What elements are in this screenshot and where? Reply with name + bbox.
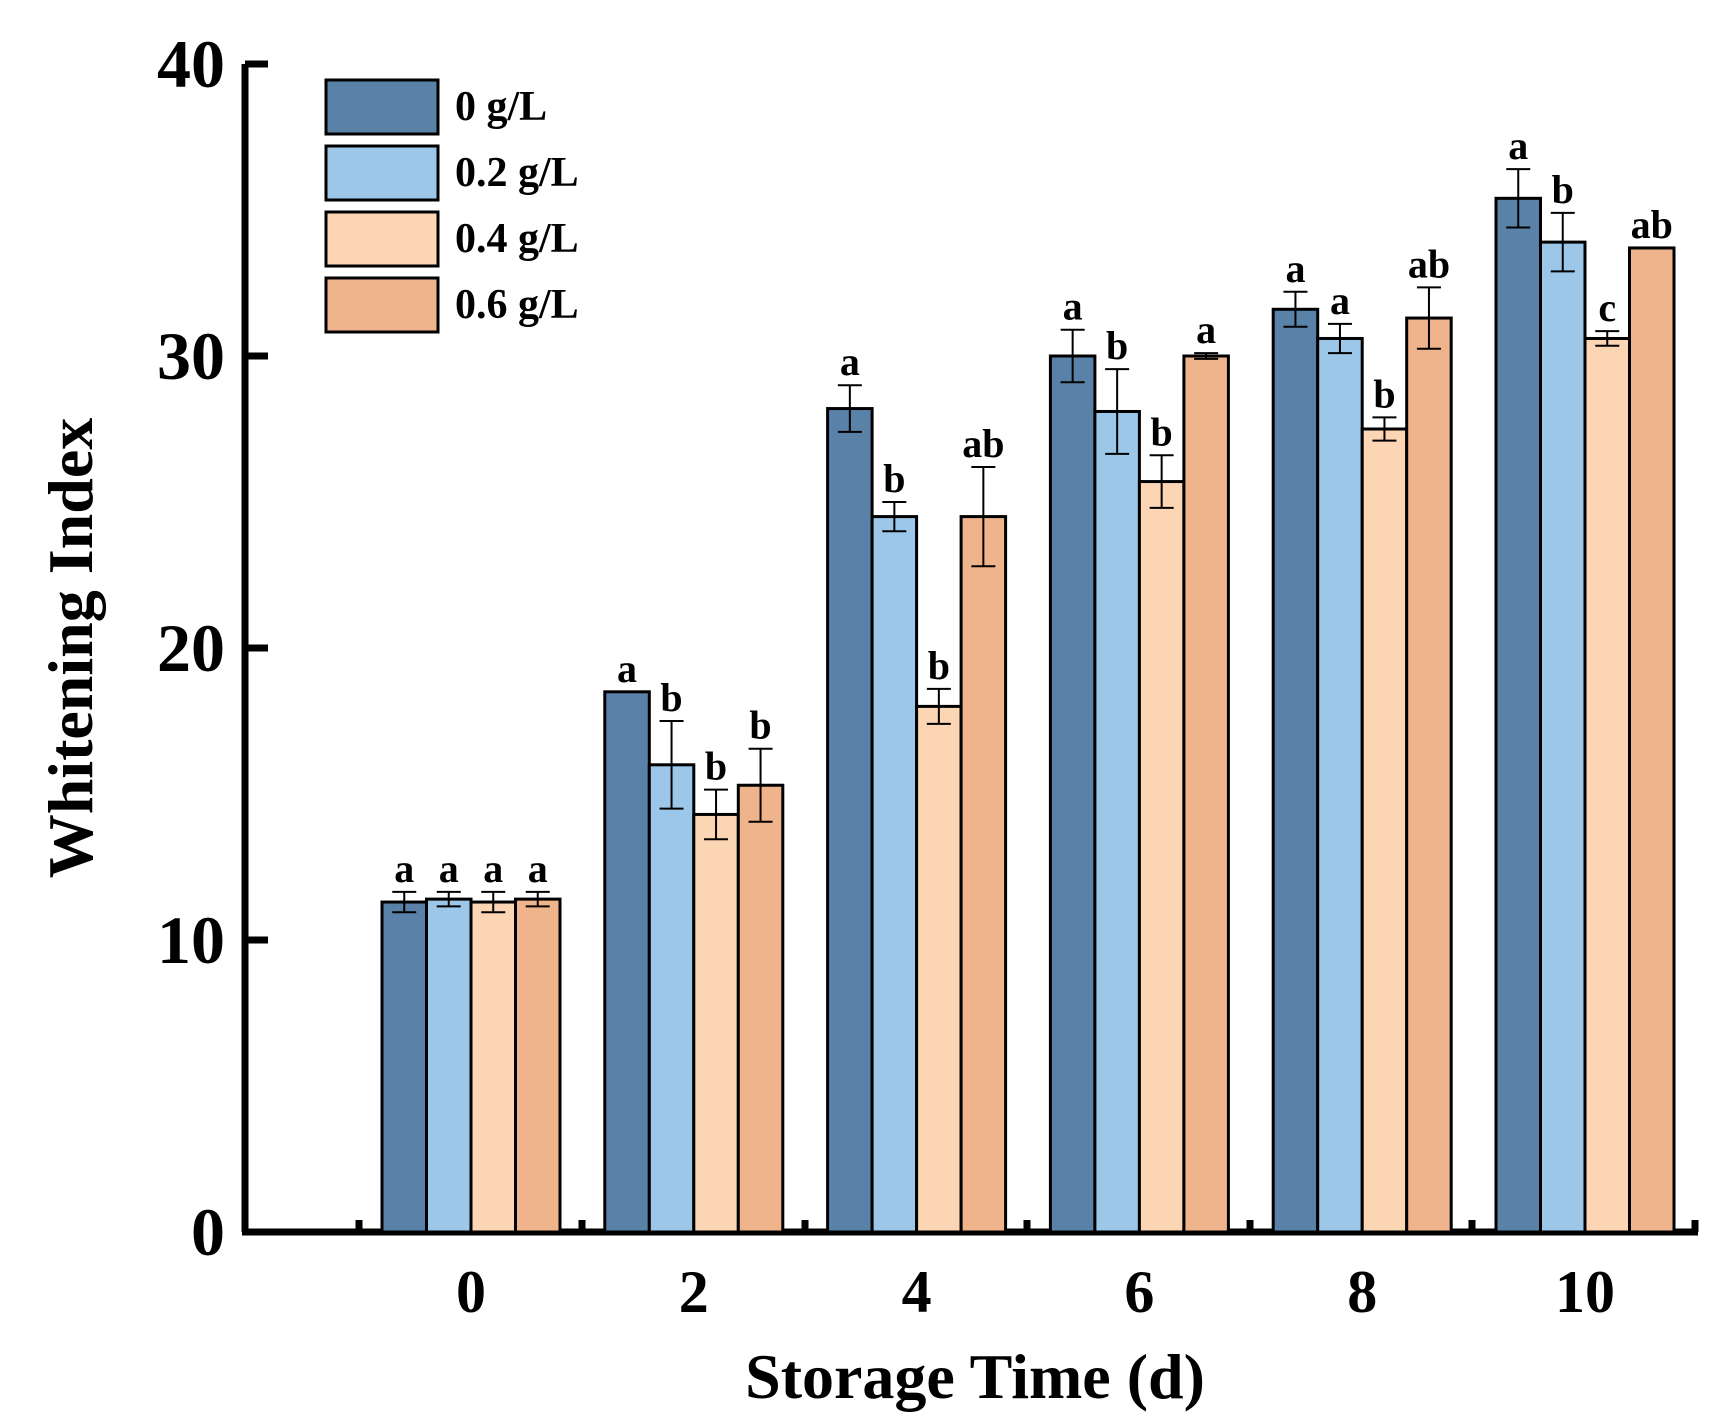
x-tick-label: 10: [1555, 1259, 1615, 1325]
x-tick-label: 2: [679, 1259, 709, 1325]
significance-letter: c: [1598, 285, 1616, 330]
bar: [915, 704, 963, 1234]
significance-letter: ab: [1631, 202, 1673, 247]
bar: [469, 900, 517, 1234]
significance-letter: ab: [1408, 241, 1450, 286]
bar: [826, 407, 874, 1234]
significance-letter: b: [660, 675, 682, 720]
bar: [425, 897, 473, 1234]
x-tick-label: 8: [1347, 1259, 1377, 1325]
bar: [514, 897, 562, 1234]
y-ticks: 0 10 20 30 40: [157, 26, 268, 1270]
significance-letter: a: [1196, 307, 1216, 352]
x-tick-label: 4: [902, 1259, 932, 1325]
significance-letter: b: [883, 456, 905, 501]
significance-letter: a: [528, 846, 548, 891]
significance-letter: b: [1151, 409, 1173, 454]
y-tick-label: 0: [191, 1194, 225, 1270]
bar: [603, 690, 651, 1234]
bar: [1182, 354, 1230, 1234]
significance-letter: a: [394, 846, 414, 891]
x-ticks: 0 2 4 6 8 10: [355, 1220, 1699, 1325]
significance-letter: a: [1508, 123, 1528, 168]
x-tick-label: 0: [456, 1259, 486, 1325]
legend-swatch: [324, 78, 440, 136]
y-tick-label: 20: [157, 610, 225, 686]
legend-swatch: [324, 276, 440, 334]
significance-letter: a: [840, 339, 860, 384]
significance-letter: ab: [962, 421, 1004, 466]
bar: [1271, 307, 1320, 1234]
significance-letter: a: [1330, 278, 1350, 323]
bar: [1628, 246, 1676, 1234]
bar: [380, 900, 428, 1234]
significance-letter: a: [617, 646, 637, 691]
y-tick-label: 30: [157, 318, 225, 394]
x-tick-label: 6: [1124, 1259, 1154, 1325]
bar: [1539, 240, 1587, 1234]
bar: [1137, 480, 1186, 1234]
x-axis-title: Storage Time (d): [745, 1341, 1205, 1412]
bar: [1583, 336, 1631, 1234]
significance-letter: a: [1285, 246, 1305, 291]
bar: [870, 515, 919, 1234]
bar: [736, 783, 785, 1234]
legend-swatch: [324, 210, 440, 268]
bar: [692, 812, 740, 1234]
bar: [1048, 354, 1097, 1234]
y-tick-label: 40: [157, 26, 225, 102]
bar: [1494, 196, 1542, 1234]
legend-label: 0 g/L: [455, 84, 547, 130]
legend-label: 0.4 g/L: [455, 216, 579, 262]
bar: [1093, 409, 1141, 1234]
bar: [959, 515, 1008, 1234]
significance-letter: a: [483, 846, 503, 891]
bar: [1360, 427, 1409, 1234]
significance-letter: b: [928, 643, 950, 688]
bar: [1316, 336, 1364, 1234]
significance-letter: b: [749, 703, 771, 748]
legend-label: 0.6 g/L: [455, 282, 579, 328]
y-tick-label: 10: [157, 902, 225, 978]
legend: 0 g/L 0.2 g/L 0.4 g/L 0.6 g/L: [324, 78, 579, 334]
bar: [1405, 316, 1453, 1234]
significance-letter: a: [1063, 284, 1083, 329]
legend-swatch: [324, 144, 440, 202]
bar: [647, 763, 696, 1234]
bars: [380, 168, 1676, 1234]
significance-letter: b: [1552, 167, 1574, 212]
significance-letter: b: [705, 744, 727, 789]
significance-letter: b: [1106, 323, 1128, 368]
legend-label: 0.2 g/L: [455, 150, 579, 196]
y-axis-title: Whitening Index: [35, 418, 106, 879]
significance-letter: b: [1373, 371, 1395, 416]
significance-letter: a: [439, 846, 459, 891]
